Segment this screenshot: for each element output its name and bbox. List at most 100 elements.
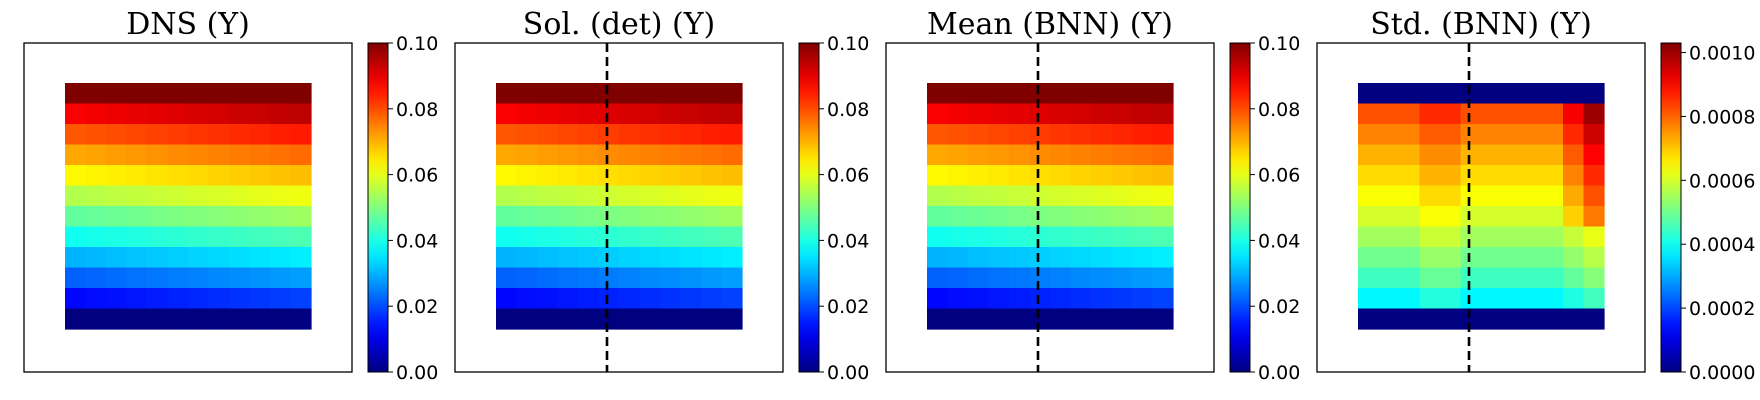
heatmap-cell (598, 308, 620, 330)
heatmap-cell (1522, 226, 1544, 248)
heatmap-cell (1091, 124, 1113, 146)
panel-3: Mean (BNN) (Y) 0.00 0.02 0.04 0.06 0.08 0.10 (885, 7, 1300, 384)
heatmap-cell (188, 165, 210, 187)
heatmap-cell (639, 247, 661, 269)
heatmap-cell (188, 308, 210, 330)
heatmap-cell (660, 226, 682, 248)
heatmap-cell (947, 83, 969, 105)
heatmap-cell (598, 267, 620, 289)
heatmap-cell (1481, 124, 1503, 146)
heatmap-cell (680, 226, 702, 248)
heatmap-cell (680, 165, 702, 187)
heatmap-cell (1050, 288, 1072, 310)
heatmap-cell (557, 185, 579, 207)
heatmap-cell (167, 267, 189, 289)
heatmap-cell (968, 144, 990, 166)
heatmap-cell (947, 308, 969, 330)
heatmap-cell (229, 288, 251, 310)
heatmap-cell (1501, 226, 1523, 248)
heatmap-cell (270, 83, 292, 105)
heatmap-cell (290, 185, 312, 207)
heatmap-cell (147, 247, 169, 269)
heatmap-cell (619, 267, 641, 289)
heatmap-cell (290, 308, 312, 330)
heatmap-cell (1070, 144, 1092, 166)
heatmap-cell (85, 226, 107, 248)
heatmap-cell (639, 288, 661, 310)
heatmap-cell (188, 103, 210, 125)
colorbar-tick-label: 0.08 (1258, 99, 1300, 121)
heatmap-cell (1009, 165, 1031, 187)
colorbar-tick-label: 0.0000 (1689, 362, 1755, 384)
heatmap-cell (619, 288, 641, 310)
heatmap-cell (1542, 144, 1564, 166)
heatmap-cell (557, 165, 579, 187)
heatmap-cell (516, 103, 538, 125)
heatmap-cell (126, 185, 148, 207)
heatmap-cell (1419, 103, 1441, 125)
heatmap-cell (680, 144, 702, 166)
heatmap-cell (1358, 185, 1380, 207)
heatmap-cell (557, 308, 579, 330)
colorbar-tick-label: 0.02 (396, 296, 438, 318)
colorbar-tick-label: 0.10 (396, 33, 438, 55)
heatmap-cell (721, 83, 743, 105)
heatmap-cell (1091, 185, 1113, 207)
heatmap-cell (1481, 267, 1503, 289)
heatmap-cell (1111, 103, 1133, 125)
heatmap-cell (680, 288, 702, 310)
heatmap-cell (65, 124, 87, 146)
heatmap-cell (701, 185, 723, 207)
heatmap-cell (1378, 103, 1400, 125)
heatmap-cell (1583, 83, 1605, 105)
heatmap-cell (1419, 288, 1441, 310)
heatmap-cell (1481, 308, 1503, 330)
heatmap-cell (680, 83, 702, 105)
heatmap-cell (167, 206, 189, 228)
heatmap-cell (660, 185, 682, 207)
colorbar (1660, 42, 1682, 373)
heatmap-cell (927, 226, 949, 248)
heatmap-cell (1132, 124, 1154, 146)
heatmap-cell (1501, 165, 1523, 187)
heatmap-cell (1399, 288, 1421, 310)
heatmap-cell (167, 288, 189, 310)
heatmap-cell (557, 288, 579, 310)
heatmap-cell (701, 288, 723, 310)
heatmap-cell (598, 124, 620, 146)
heatmap-cell (1399, 206, 1421, 228)
heatmap-cell (1009, 247, 1031, 269)
colorbar-tick-label: 0.04 (396, 230, 438, 252)
heatmap-cell (1460, 226, 1482, 248)
heatmap-cell (1029, 288, 1051, 310)
colorbar-tick-label: 0.0002 (1689, 298, 1755, 320)
heatmap-cell (1542, 247, 1564, 269)
heatmap-cell (1091, 226, 1113, 248)
heatmap-cell (147, 165, 169, 187)
heatmap-cell (516, 267, 538, 289)
heatmap-cell (126, 83, 148, 105)
heatmap-cell (290, 144, 312, 166)
heatmap-cell (188, 144, 210, 166)
heatmap-cell (1091, 308, 1113, 330)
heatmap-cell (1563, 288, 1585, 310)
colorbar-tick-label: 0.06 (1258, 165, 1300, 187)
heatmap-cell (639, 226, 661, 248)
heatmap-cell (578, 288, 600, 310)
heatmap-cell (1583, 288, 1605, 310)
heatmap-cell (947, 247, 969, 269)
heatmap-cell (537, 103, 559, 125)
heatmap-cell (65, 267, 87, 289)
panel-1: DNS (Y) 0.00 0.02 0.04 0.06 0.08 0.10 (23, 7, 438, 384)
heatmap-cell (270, 165, 292, 187)
heatmap-cell (988, 103, 1010, 125)
heatmap-cell (701, 226, 723, 248)
heatmap-cell (968, 247, 990, 269)
heatmap-cell (85, 247, 107, 269)
heatmap-cell (1132, 267, 1154, 289)
heatmap-cell (249, 288, 271, 310)
heatmap-cell (537, 288, 559, 310)
heatmap-cell (1029, 206, 1051, 228)
heatmap-cell (126, 267, 148, 289)
heatmap-cell (1460, 247, 1482, 269)
